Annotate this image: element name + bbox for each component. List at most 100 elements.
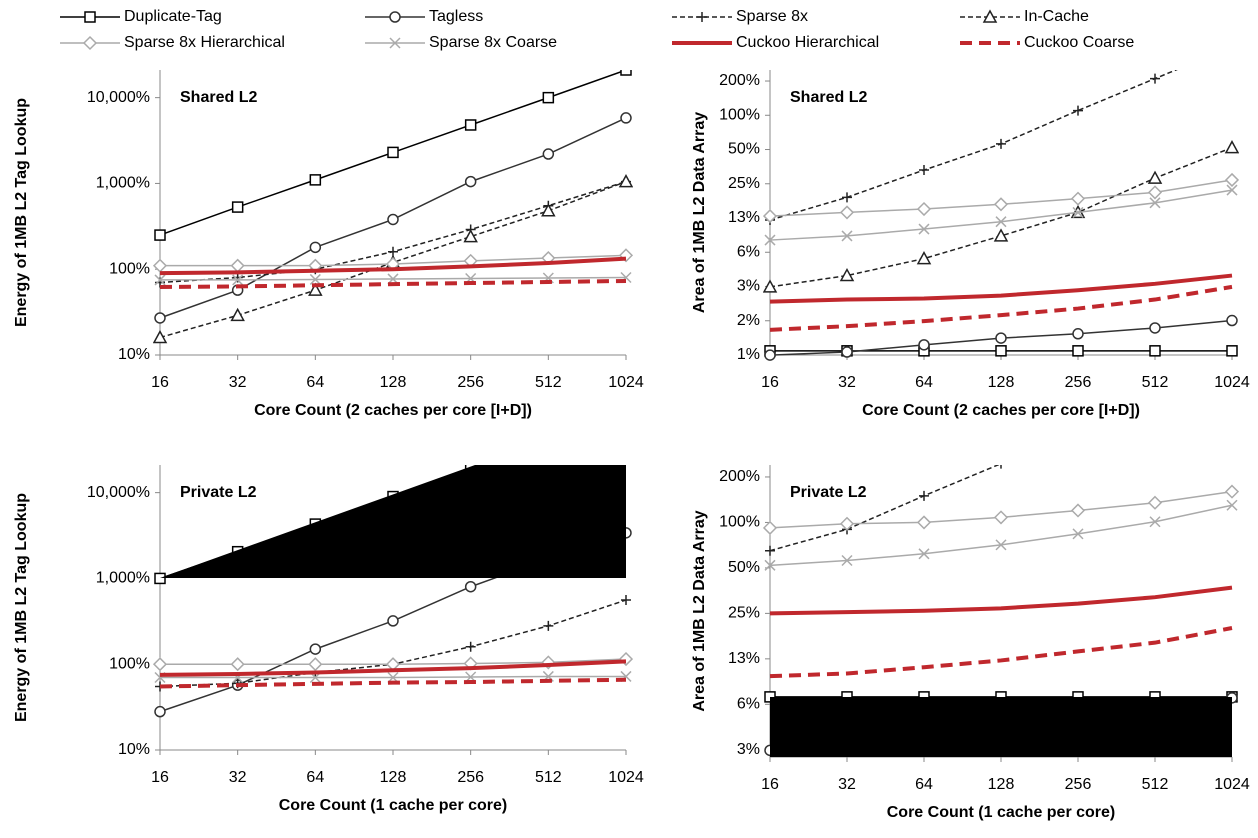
marker-cross xyxy=(764,234,776,246)
y-tick-label: 13% xyxy=(728,650,760,667)
marker-diamond xyxy=(993,197,1009,212)
marker-square xyxy=(1149,345,1161,357)
marker-circle xyxy=(309,241,322,254)
marker-diamond xyxy=(993,510,1009,525)
y-tick-label: 100% xyxy=(109,655,150,672)
marker-circle xyxy=(387,213,399,226)
marker-square xyxy=(387,146,399,159)
x-tick-label: 64 xyxy=(306,374,324,391)
y-axis-title: Area of 1MB L2 Data Array xyxy=(691,510,708,711)
series-line xyxy=(769,465,1000,552)
y-tick-label: 10,000% xyxy=(87,89,150,106)
x-axis-title: Core Count (2 caches per core [I+D]) xyxy=(254,402,532,419)
series-line xyxy=(769,626,1233,679)
panel-annotation: Private L2 xyxy=(180,484,257,501)
marker-circle xyxy=(1226,314,1238,327)
y-tick-label: 6% xyxy=(737,696,760,713)
marker-cross xyxy=(1072,206,1084,218)
legend-label: Cuckoo Coarse xyxy=(1024,34,1134,51)
panel-annotation: Private L2 xyxy=(790,484,867,501)
marker-square xyxy=(995,345,1007,357)
x-tick-label: 1024 xyxy=(1214,374,1250,391)
marker-plus xyxy=(919,165,929,176)
x-tick-label: 16 xyxy=(761,776,779,793)
marker-plus xyxy=(621,595,631,606)
marker-square xyxy=(464,119,477,131)
y-tick-label: 1,000% xyxy=(96,175,150,192)
marker-cross xyxy=(995,539,1007,551)
marker-plus xyxy=(765,545,775,556)
marker-plus xyxy=(996,138,1006,149)
y-axis-title: Energy of 1MB L2 Tag Lookup xyxy=(13,98,30,327)
marker-circle xyxy=(620,112,632,124)
x-tick-label: 128 xyxy=(380,374,407,391)
marker-diamond xyxy=(1224,484,1239,499)
y-tick-label: 10,000% xyxy=(87,484,150,501)
marker-diamond xyxy=(230,258,245,273)
marker-cross xyxy=(389,37,401,49)
chart-panel: 3% 6% 13% 25% 50% 100% 200% 16 32 64 128 256 512 1024… xyxy=(691,465,1250,821)
x-tick-label: 16 xyxy=(151,769,169,786)
marker-cross xyxy=(764,559,776,571)
x-tick-label: 256 xyxy=(457,374,484,391)
marker-cross xyxy=(1149,516,1161,528)
y-tick-label: 2% xyxy=(737,312,760,329)
marker-square xyxy=(154,229,166,241)
legend-item: Sparse 8x xyxy=(672,8,808,25)
x-axis-title: Core Count (1 cache per core) xyxy=(279,797,508,814)
x-tick-label: 256 xyxy=(1065,776,1092,793)
marker-diamond xyxy=(916,515,932,530)
marker-circle xyxy=(464,175,477,188)
marker-square xyxy=(542,91,555,104)
legend-label: In-Cache xyxy=(1024,8,1089,25)
marker-cross xyxy=(1072,528,1084,540)
marker-triangle xyxy=(982,9,998,23)
x-tick-label: 512 xyxy=(1142,776,1169,793)
marker-circle xyxy=(841,346,853,358)
marker-diamond xyxy=(1147,495,1163,510)
marker-square xyxy=(309,174,322,186)
x-tick-label: 16 xyxy=(761,374,779,391)
x-axis-title: Core Count (2 caches per core [I+D]) xyxy=(862,402,1140,419)
legend-label: Cuckoo Hierarchical xyxy=(736,34,879,51)
legend-item: In-Cache xyxy=(960,8,1089,25)
marker-cross xyxy=(841,230,853,242)
marker-cross xyxy=(154,274,166,286)
marker-cross xyxy=(841,554,853,567)
marker-triangle xyxy=(618,174,633,188)
series-line xyxy=(159,659,627,677)
marker-square xyxy=(1226,345,1238,357)
marker-diamond xyxy=(916,201,932,217)
marker-triangle xyxy=(839,267,855,282)
y-tick-label: 1% xyxy=(737,346,760,363)
y-tick-label: 100% xyxy=(109,260,150,277)
chart-panel: 1% 2% 3% 6% 13% 25% 50% 100% 200% 16 32 64 128 256 512… xyxy=(691,42,1250,419)
panel-annotation: Shared L2 xyxy=(180,89,257,106)
marker-plus xyxy=(1073,105,1083,116)
marker-circle xyxy=(387,615,399,627)
legend-item: Sparse 8x Coarse xyxy=(365,34,557,51)
marker-triangle xyxy=(230,307,245,322)
x-tick-label: 1024 xyxy=(1214,776,1250,793)
x-tick-label: 32 xyxy=(838,374,856,391)
marker-circle xyxy=(154,312,166,324)
marker-plus xyxy=(1227,42,1237,52)
marker-cross xyxy=(995,216,1007,228)
legend-label: Sparse 8x xyxy=(736,8,808,25)
marker-square xyxy=(543,436,553,446)
marker-plus xyxy=(465,641,476,652)
x-tick-label: 64 xyxy=(915,776,933,793)
legend-item: Sparse 8x Hierarchical xyxy=(60,34,285,51)
legend-label: Tagless xyxy=(429,8,483,25)
x-tick-label: 256 xyxy=(1065,374,1092,391)
y-tick-label: 1,000% xyxy=(96,570,150,587)
marker-circle xyxy=(1149,322,1161,334)
x-tick-label: 1024 xyxy=(608,769,644,786)
marker-triangle xyxy=(1147,170,1163,184)
marker-circle xyxy=(995,332,1007,344)
x-tick-label: 512 xyxy=(1142,374,1169,391)
marker-diamond xyxy=(230,657,245,672)
marker-circle xyxy=(309,643,322,655)
marker-triangle xyxy=(1224,140,1239,154)
marker-diamond xyxy=(763,209,778,224)
